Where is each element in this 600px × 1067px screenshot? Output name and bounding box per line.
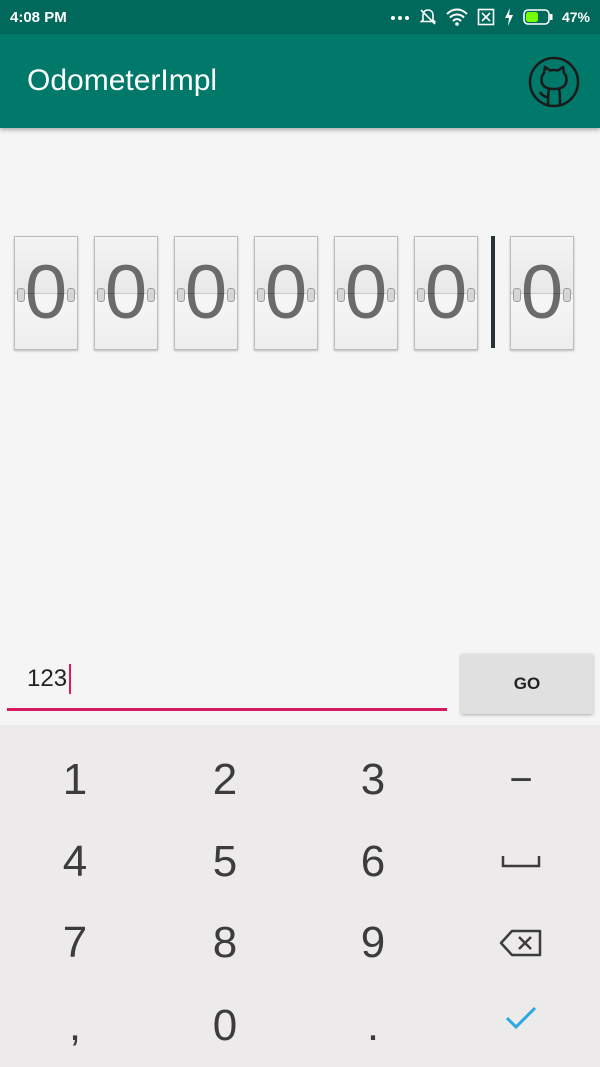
numeric-keyboard: 1 2 3 − 4 5 6 7 8 9 , 0 . (0, 725, 600, 1067)
digit-value: 0 (24, 250, 68, 335)
key-6[interactable]: 6 (360, 837, 386, 886)
text-cursor (69, 664, 72, 694)
digit-value: 0 (184, 250, 228, 335)
key-5[interactable]: 5 (212, 837, 238, 886)
battery-icon (523, 9, 553, 25)
status-bar: 4:08 PM 47% (0, 0, 600, 34)
odometer-digit: 0 (94, 236, 158, 350)
key-2[interactable]: 2 (212, 755, 238, 804)
odometer: 0 0 0 0 0 0 0 (0, 236, 600, 351)
app-bar: OdometerImpl (0, 34, 600, 128)
number-input-value: 123 (27, 665, 68, 692)
go-button-label: GO (513, 674, 541, 693)
key-comma[interactable]: , (68, 1001, 82, 1050)
digit-value: 0 (264, 250, 308, 335)
key-backspace[interactable] (446, 902, 596, 984)
odometer-decimal-digit: 0 (510, 236, 574, 350)
github-icon (528, 56, 580, 108)
space-icon (501, 856, 541, 868)
digit-value: 0 (344, 250, 388, 335)
go-button[interactable]: GO (461, 654, 593, 714)
key-period[interactable]: . (366, 1001, 380, 1050)
wifi-icon (446, 8, 468, 26)
check-icon (505, 1006, 537, 1030)
odometer-digit: 0 (14, 236, 78, 350)
odometer-digit: 0 (254, 236, 318, 350)
more-icon (390, 16, 409, 20)
key-done[interactable] (446, 977, 596, 1059)
github-button[interactable] (528, 56, 580, 108)
odometer-digit: 0 (334, 236, 398, 350)
number-input[interactable]: 123 (27, 664, 72, 694)
digit-value: 0 (424, 250, 468, 335)
charging-icon (504, 8, 513, 26)
odometer-digit: 0 (174, 236, 238, 350)
backspace-icon (499, 929, 542, 957)
digit-value: 0 (104, 250, 148, 335)
status-time: 4:08 PM (10, 8, 67, 26)
key-1[interactable]: 1 (62, 755, 88, 804)
status-icons: 47% (390, 8, 590, 26)
key-0[interactable]: 0 (212, 1001, 238, 1050)
decimal-separator (491, 236, 495, 348)
key-minus[interactable]: − (509, 757, 533, 802)
key-4[interactable]: 4 (62, 837, 88, 886)
key-3[interactable]: 3 (360, 755, 386, 804)
key-space[interactable] (446, 821, 596, 903)
app-title: OdometerImpl (27, 64, 218, 97)
mute-icon (419, 9, 437, 25)
odometer-digit: 0 (414, 236, 478, 350)
no-sim-icon (477, 8, 495, 26)
digit-value: 0 (520, 250, 564, 335)
key-7[interactable]: 7 (62, 918, 88, 967)
key-9[interactable]: 9 (360, 918, 386, 967)
key-8[interactable]: 8 (212, 918, 238, 967)
battery-percent: 47% (561, 9, 590, 25)
input-underline (7, 708, 447, 711)
